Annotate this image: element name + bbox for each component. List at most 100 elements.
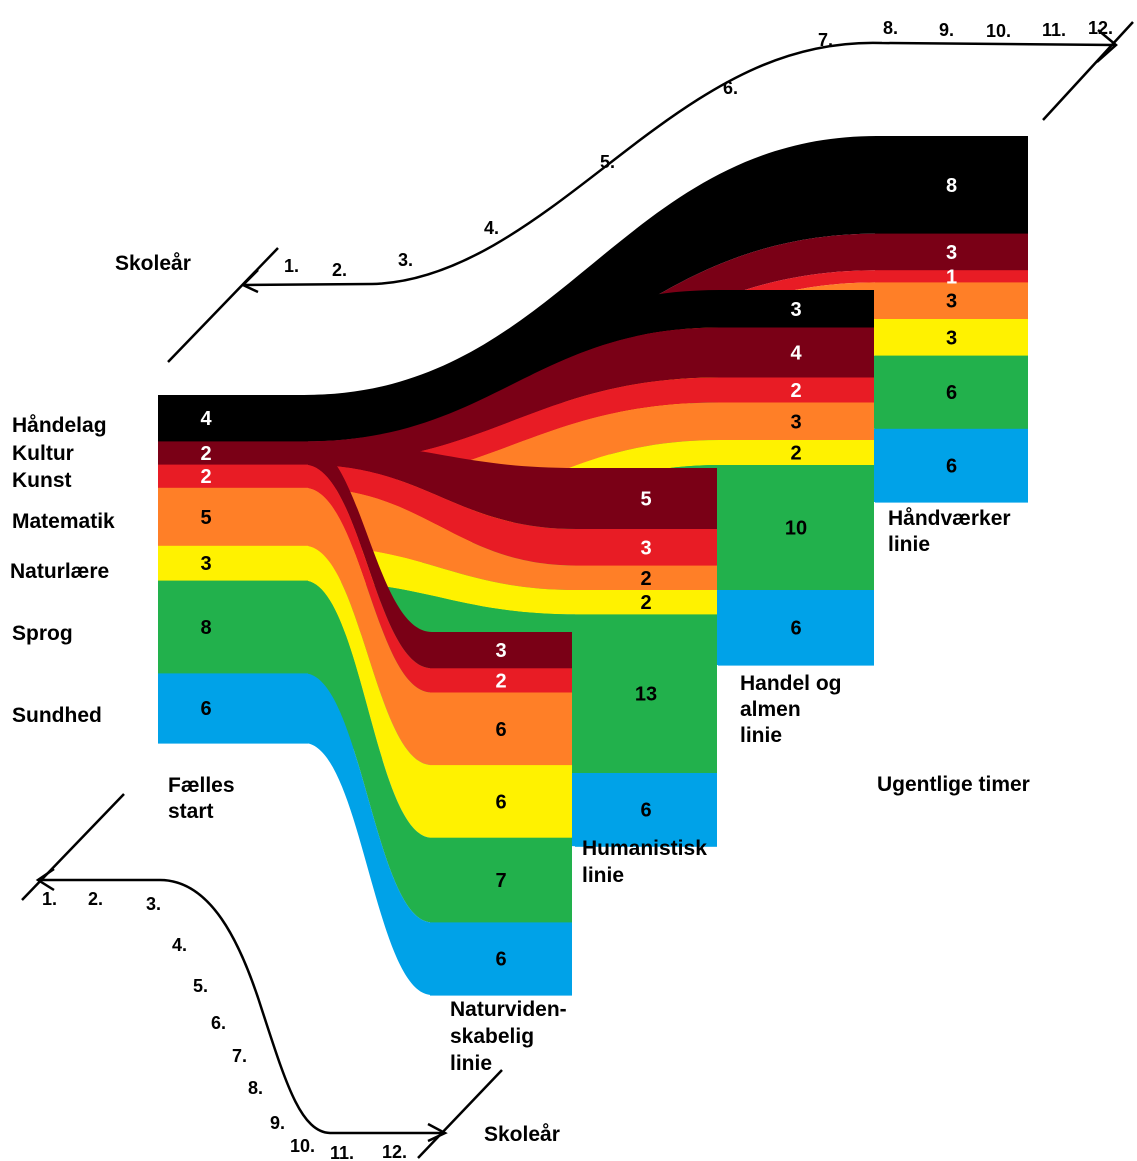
block-haandvaerk-haandelag [875, 136, 1028, 235]
block-human-kultur [575, 468, 717, 530]
block-natur-kunst [430, 668, 572, 694]
unit-label: Ugentlige timer [877, 773, 1030, 796]
stage-label-human-line2: linie [582, 864, 624, 887]
subject-label-naturlaere: Naturlære [10, 560, 109, 583]
axis-top-title: Skoleår [115, 252, 191, 275]
block-natur-kultur [430, 632, 572, 669]
value-haandvaerk-kultur: 3 [946, 242, 957, 264]
value-natur-kunst: 2 [495, 670, 506, 692]
value-natur-naturlaere: 6 [495, 791, 506, 813]
axis-top-ticks: 1. 2. 3. 4. 5. 6. 7. 8. 9. 10. 11. 12. [284, 18, 1113, 280]
block-human-kunst [575, 529, 717, 567]
stage-label-human-line1: Humanistisk [582, 837, 707, 860]
axis-bottom-curve [38, 878, 444, 1135]
stage-blocks [158, 136, 1028, 996]
value-natur-kultur: 3 [495, 640, 506, 662]
subject-label-sprog: Sprog [12, 622, 73, 645]
value-human-naturlaere: 2 [640, 592, 651, 614]
value-haandvaerk-sprog: 6 [946, 382, 957, 404]
subject-label-matematik: Matematik [12, 510, 115, 533]
block-haandvaerk-naturlaere [875, 319, 1028, 357]
school-year-axis-bottom: Skoleår 1. 2. 3. 4. 5.6. 7.8. 9.10. 11. 12. [21, 793, 560, 1161]
block-haandvaerk-sundhed [875, 428, 1028, 503]
block-handel-kultur [718, 327, 874, 379]
stage-label-faelles-line1: Fælles [168, 774, 235, 797]
value-faelles-haandelag: 4 [200, 408, 212, 430]
block-haandvaerk-matematik [875, 282, 1028, 320]
block-human-sprog [575, 614, 717, 774]
axis-bottom-tick-6: 6. [211, 1013, 226, 1033]
value-human-kultur: 5 [640, 489, 651, 511]
flow-sundhed-to-natur [304, 673, 432, 995]
stage-label-haandvaerk-line1: Håndværker [888, 507, 1011, 530]
flow-matematik-to-natur [304, 487, 432, 766]
block-handel-sundhed [718, 590, 874, 666]
axis-top-tick-12: 12. [1088, 18, 1113, 38]
stage-label-natur-line2: skabelig [450, 1025, 534, 1048]
value-faelles-kultur: 2 [200, 443, 211, 465]
stage-label-handel-line1: Handel og [740, 672, 842, 695]
value-haandvaerk-haandelag: 8 [946, 175, 957, 197]
block-haandvaerk-kultur [875, 233, 1028, 271]
flow-naturlaere-to-natur [304, 545, 432, 838]
value-natur-sprog: 7 [495, 870, 506, 892]
block-faelles-kultur [158, 441, 308, 466]
stage-label-faelles-line2: start [168, 800, 214, 823]
axis-top-tick-7: 7. [818, 30, 833, 50]
block-human-sundhed [575, 773, 717, 847]
stage-label-handel-line2: almen [740, 698, 801, 721]
stage-label-haandvaerk-line2: linie [888, 533, 930, 556]
axis-bottom-tick-2: 2. [88, 889, 103, 909]
flow-sprog-to-natur [304, 580, 432, 923]
value-human-kunst: 3 [640, 537, 651, 559]
value-haandvaerk-kunst: 1 [946, 266, 957, 288]
axis-bottom-ticks: 1. 2. 3. 4. 5.6. 7.8. 9.10. 11. 12. [42, 889, 407, 1161]
axis-top-right-arrowhead [1096, 29, 1118, 63]
value-human-matematik: 2 [640, 568, 651, 590]
flow-haandelag-to-handel [304, 290, 720, 442]
value-faelles-matematik: 5 [200, 507, 211, 529]
subject-labels: Håndelag Kultur Kunst Matematik Naturlær… [10, 414, 115, 727]
value-haandvaerk-matematik: 3 [946, 291, 957, 313]
value-handel-kunst: 2 [790, 380, 801, 402]
flow-kunst-to-natur [304, 464, 432, 693]
axis-bottom-right-arrow-stroke [417, 1069, 503, 1159]
value-handel-matematik: 3 [790, 411, 801, 433]
value-human-sundhed: 6 [640, 800, 651, 822]
block-natur-naturlaere [430, 765, 572, 839]
flow-kultur-to-natur [304, 441, 432, 669]
axis-bottom-tick-4: 4. [172, 935, 187, 955]
subject-label-kultur: Kultur [12, 442, 74, 465]
value-handel-kultur: 4 [790, 343, 802, 365]
axis-bottom-tick-10: 10. [290, 1136, 315, 1156]
block-handel-matematik [718, 402, 874, 441]
axis-top-tick-4: 4. [484, 218, 499, 238]
axis-top-tick-2: 2. [332, 260, 347, 280]
axis-top-tick-9: 9. [939, 20, 954, 40]
value-haandvaerk-sundhed: 6 [946, 455, 957, 477]
block-human-naturlaere [575, 590, 717, 615]
value-human-sprog: 13 [635, 684, 657, 706]
value-handel-haandelag: 3 [790, 299, 801, 321]
block-natur-sundhed [430, 922, 572, 996]
axis-bottom-tick-7: 7. [232, 1046, 247, 1066]
subject-label-kunst: Kunst [12, 469, 72, 492]
value-faelles-sprog: 8 [200, 617, 211, 639]
value-natur-matematik: 6 [495, 719, 506, 741]
subject-label-haandelag: Håndelag [12, 414, 107, 437]
axis-bottom-left-arrow-stroke [21, 793, 125, 901]
block-haandvaerk-kunst [875, 270, 1028, 283]
axis-top-tick-3: 3. [398, 250, 413, 270]
subject-label-sundhed: Sundhed [12, 704, 102, 727]
block-natur-sprog [430, 837, 572, 923]
block-faelles-matematik [158, 487, 308, 547]
axis-top-tick-10: 10. [986, 21, 1011, 41]
block-faelles-sundhed [158, 673, 308, 744]
value-natur-sundhed: 6 [495, 949, 506, 971]
block-handel-haandelag [718, 290, 874, 329]
flow-haandelag-to-haandvaerk [304, 136, 877, 442]
value-faelles-naturlaere: 3 [200, 553, 211, 575]
block-faelles-sprog [158, 580, 308, 674]
